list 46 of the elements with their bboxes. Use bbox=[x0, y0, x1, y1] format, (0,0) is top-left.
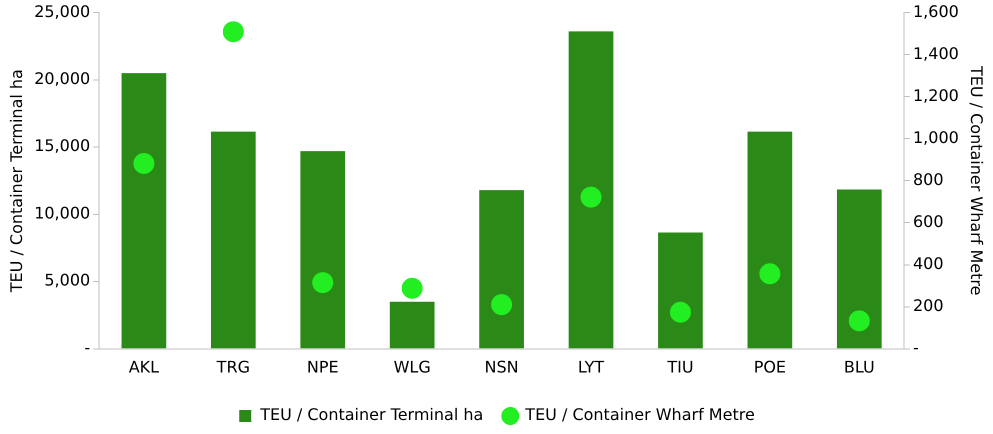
y2-tick-label: 200 bbox=[912, 296, 944, 315]
bar bbox=[568, 31, 614, 348]
point bbox=[402, 278, 423, 299]
point bbox=[312, 272, 334, 294]
x-tick-label: WLG bbox=[394, 358, 431, 377]
point bbox=[491, 294, 512, 316]
y2-tick-label: 600 bbox=[912, 212, 944, 231]
point bbox=[848, 310, 870, 332]
y2-tick-label: 800 bbox=[912, 170, 944, 189]
point bbox=[133, 152, 154, 174]
x-tick-label: POE bbox=[754, 358, 786, 377]
bar bbox=[122, 73, 166, 348]
x-tick-label: LYT bbox=[578, 358, 604, 377]
point bbox=[580, 186, 602, 208]
y-axis-title: TEU / Container Terminal ha bbox=[6, 69, 26, 294]
bar bbox=[479, 190, 524, 348]
legend-label: TEU / Container Terminal ha bbox=[259, 405, 484, 424]
bar bbox=[748, 132, 792, 348]
y-tick-label: 10,000 bbox=[34, 203, 90, 222]
y2-tick-label: 400 bbox=[912, 254, 944, 273]
point bbox=[759, 263, 780, 284]
bar bbox=[300, 151, 346, 348]
bar bbox=[390, 302, 435, 348]
x-tick-label: BLU bbox=[844, 358, 875, 377]
bar bbox=[210, 132, 256, 348]
x-tick-label: NPE bbox=[306, 358, 339, 377]
y2-tick-label: 1,000 bbox=[912, 128, 959, 147]
bar bbox=[836, 189, 882, 348]
x-tick-label: TRG bbox=[216, 358, 250, 377]
y2-axis-title: TEU / Container Wharf Metre bbox=[967, 64, 986, 296]
bar bbox=[658, 232, 703, 348]
y-tick-label: 20,000 bbox=[34, 68, 90, 88]
y2-tick-label: - bbox=[912, 338, 919, 357]
y-tick-label: 15,000 bbox=[34, 136, 90, 156]
y2-tick-label: 1,600 bbox=[912, 2, 959, 21]
point bbox=[670, 302, 691, 323]
y2-tick-label: 1,200 bbox=[912, 86, 959, 105]
y-tick-label: 25,000 bbox=[34, 2, 90, 21]
y-tick-label: - bbox=[84, 338, 90, 357]
x-tick-label: AKL bbox=[128, 358, 160, 377]
y2-tick-label: 1,400 bbox=[912, 44, 959, 63]
y-tick-label: 5,000 bbox=[44, 270, 90, 290]
x-tick-label: TIU bbox=[666, 358, 694, 377]
legend-label: TEU / Container Wharf Metre bbox=[524, 405, 755, 424]
x-tick-label: NSN bbox=[484, 358, 519, 377]
point bbox=[222, 21, 244, 42]
